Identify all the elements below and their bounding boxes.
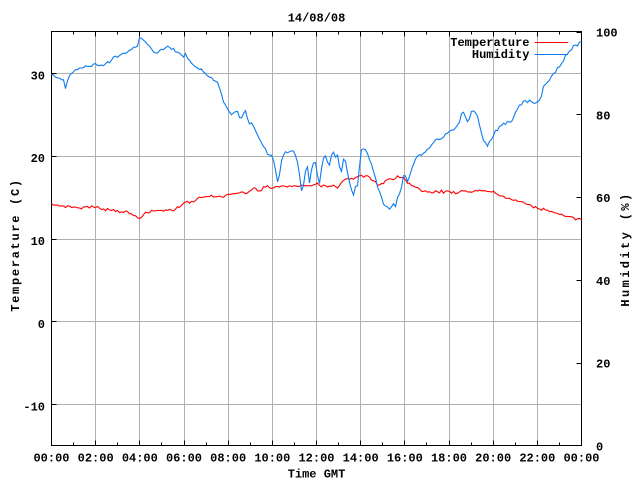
svg-text:22:00: 22:00 xyxy=(519,452,555,466)
svg-text:100: 100 xyxy=(596,27,618,41)
svg-text:40: 40 xyxy=(596,275,610,289)
svg-text:06:00: 06:00 xyxy=(166,452,202,466)
svg-text:18:00: 18:00 xyxy=(431,452,467,466)
svg-text:14:00: 14:00 xyxy=(343,452,379,466)
svg-text:Time GMT: Time GMT xyxy=(288,467,346,480)
svg-text:20: 20 xyxy=(596,358,610,372)
svg-text:80: 80 xyxy=(596,109,610,123)
svg-text:Temperature (C): Temperature (C) xyxy=(9,178,23,312)
svg-text:00:00: 00:00 xyxy=(33,452,69,466)
svg-text:60: 60 xyxy=(596,192,610,206)
svg-text:Humidity (%): Humidity (%) xyxy=(619,191,633,306)
svg-text:-10: -10 xyxy=(23,401,45,415)
svg-text:16:00: 16:00 xyxy=(387,452,423,466)
svg-text:14/08/08: 14/08/08 xyxy=(288,11,346,25)
svg-text:12:00: 12:00 xyxy=(298,452,334,466)
svg-text:Temperature: Temperature xyxy=(450,36,529,50)
svg-text:10:00: 10:00 xyxy=(254,452,290,466)
svg-text:02:00: 02:00 xyxy=(78,452,114,466)
svg-text:30: 30 xyxy=(31,69,45,83)
svg-text:04:00: 04:00 xyxy=(122,452,158,466)
svg-text:20:00: 20:00 xyxy=(475,452,511,466)
svg-text:10: 10 xyxy=(31,235,45,249)
svg-text:0: 0 xyxy=(596,441,603,455)
svg-text:0: 0 xyxy=(38,318,45,332)
svg-text:Humidity: Humidity xyxy=(472,48,530,62)
svg-text:00:00: 00:00 xyxy=(563,452,599,466)
svg-text:08:00: 08:00 xyxy=(210,452,246,466)
svg-text:20: 20 xyxy=(31,152,45,166)
